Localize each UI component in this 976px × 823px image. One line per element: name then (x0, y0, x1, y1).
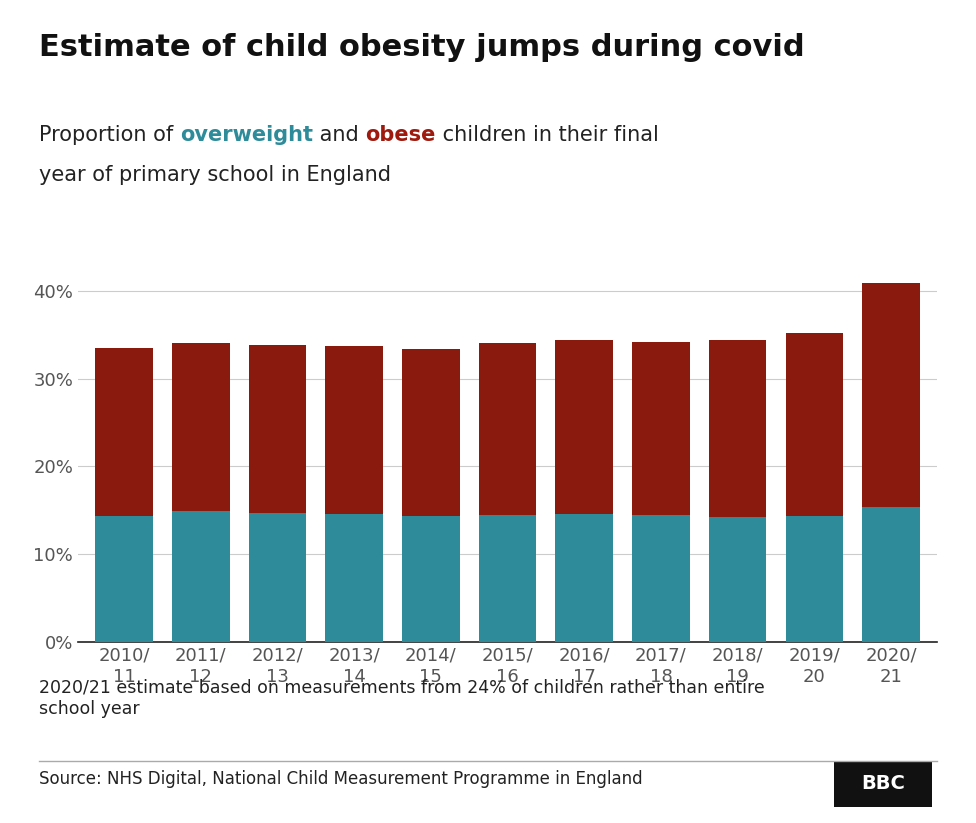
Text: year of primary school in England: year of primary school in England (39, 165, 391, 184)
Text: and: and (313, 125, 365, 145)
Bar (555, 514, 613, 642)
Bar (249, 345, 306, 513)
Bar (249, 513, 306, 642)
Bar (862, 507, 919, 642)
Text: Source: NHS Digital, National Child Measurement Programme in England: Source: NHS Digital, National Child Meas… (39, 770, 642, 788)
Text: Proportion of: Proportion of (39, 125, 180, 145)
Bar (479, 514, 536, 642)
Bar (786, 516, 843, 642)
Bar (862, 283, 919, 507)
Text: obese: obese (365, 125, 435, 145)
Bar (325, 346, 383, 514)
Bar (709, 340, 766, 518)
Bar (402, 516, 460, 642)
Bar (555, 340, 613, 514)
Bar (709, 518, 766, 642)
Bar (479, 342, 536, 514)
Bar (96, 515, 153, 642)
Text: 2020/21 estimate based on measurements from 24% of children rather than entire
s: 2020/21 estimate based on measurements f… (39, 679, 765, 718)
Bar (172, 342, 229, 511)
Bar (402, 349, 460, 516)
Bar (632, 514, 690, 642)
Bar (786, 333, 843, 516)
Text: children in their final: children in their final (435, 125, 659, 145)
Bar (325, 514, 383, 642)
Bar (172, 511, 229, 642)
Text: Estimate of child obesity jumps during covid: Estimate of child obesity jumps during c… (39, 33, 804, 62)
Text: BBC: BBC (862, 774, 905, 793)
Bar (96, 348, 153, 515)
Bar (632, 342, 690, 514)
Text: overweight: overweight (180, 125, 313, 145)
